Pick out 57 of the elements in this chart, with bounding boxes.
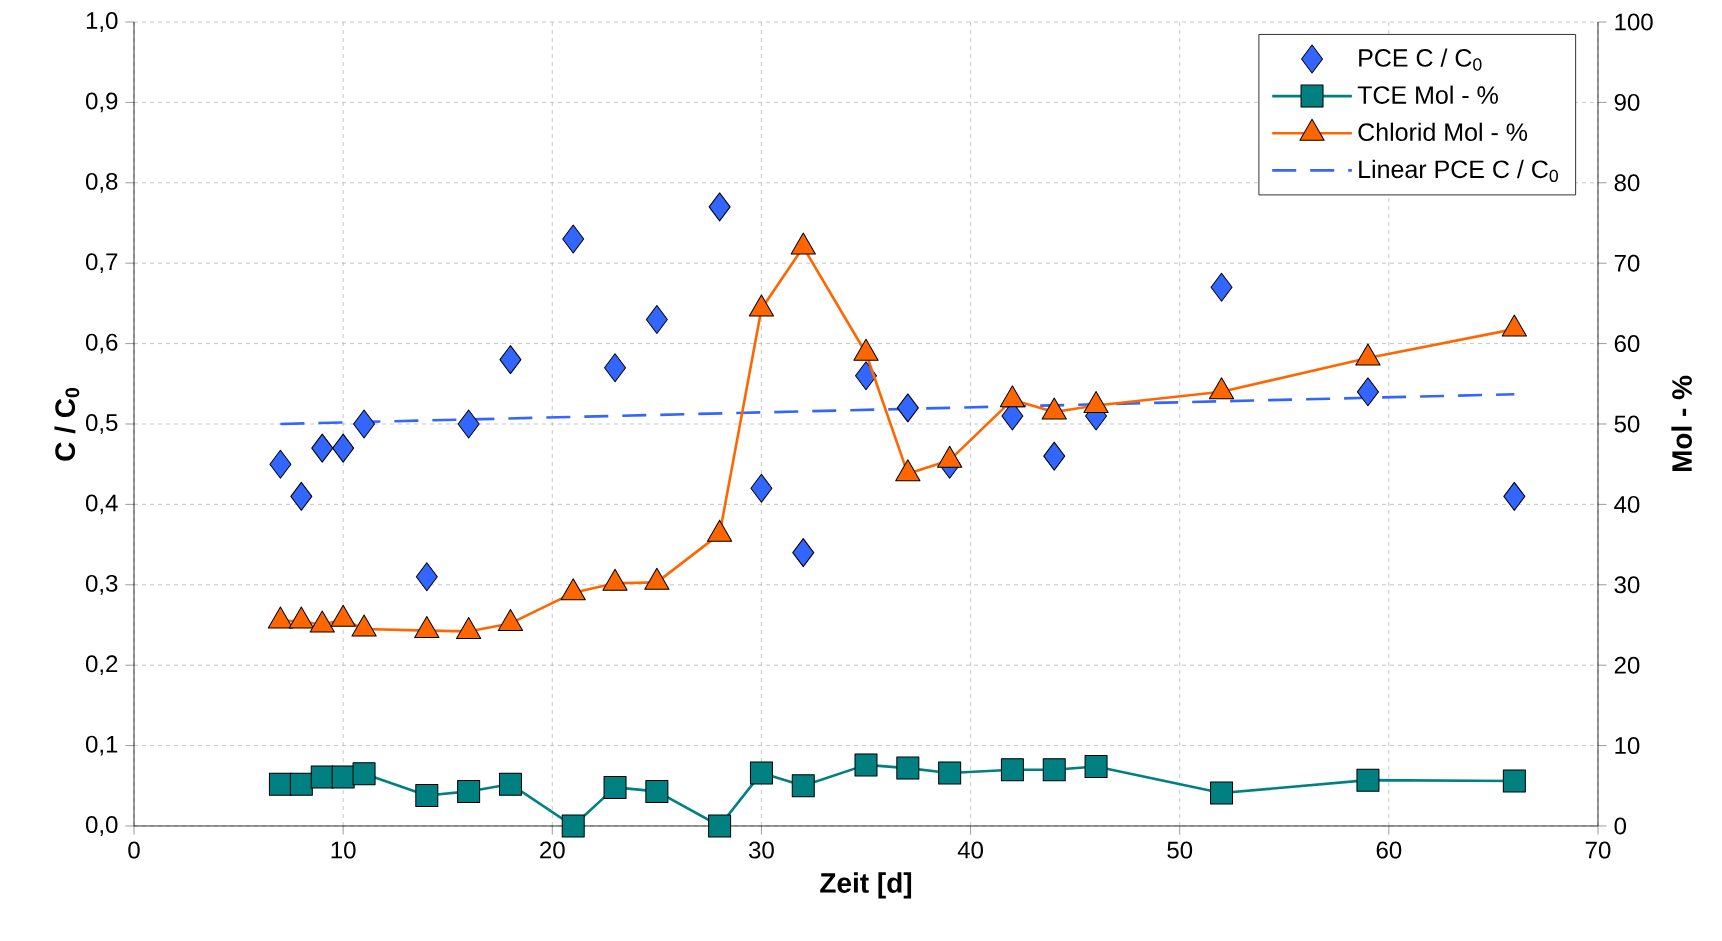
y2-tick-label: 70 [1614, 254, 1640, 272]
y2-tick-label: 100 [1615, 13, 1653, 31]
y2-tick-label: 10 [1615, 737, 1640, 755]
x-tick-label: 30 [749, 841, 774, 859]
x-tick-label: 0 [128, 841, 140, 859]
y2-tick-label: 90 [1614, 93, 1640, 111]
point [562, 224, 585, 254]
point [645, 304, 668, 334]
point [708, 192, 731, 222]
y-tick-label: 0,5 [85, 414, 118, 434]
point [604, 353, 627, 383]
x-tick-label: 40 [957, 841, 983, 859]
x-tick-label: 50 [1167, 841, 1193, 859]
y-tick-label: 0,8 [85, 172, 118, 193]
y-tick-label: 0,6 [85, 333, 118, 354]
legend-label: TCE Mol - % [1357, 85, 1498, 104]
point [1043, 441, 1066, 471]
point [896, 393, 919, 423]
y-tick-label: 0,9 [85, 92, 118, 113]
point [1503, 481, 1526, 511]
y-tick-label: 0,2 [85, 655, 118, 676]
y2-tick-label: 0 [1614, 817, 1627, 835]
x-tick-label: 70 [1585, 841, 1611, 859]
point [353, 409, 376, 439]
point [499, 345, 522, 375]
legend-label: Chlorid Mol - % [1358, 122, 1528, 142]
y-tick-label: 0,1 [85, 735, 118, 756]
y-tick-label: 0,4 [85, 494, 118, 515]
y-tick-label: 0,7 [85, 253, 118, 274]
point [1356, 377, 1379, 407]
point [750, 473, 773, 503]
point [311, 433, 334, 463]
y-tick-label: 0,3 [85, 574, 118, 595]
point [457, 409, 480, 439]
y2-tick-label: 20 [1614, 656, 1640, 674]
y-tick-label: 0,0 [85, 816, 118, 836]
legend-label: Linear PCE C / C$_{0}$ [1359, 159, 1558, 183]
legend-label: PCE C / C$_{0}$ [1359, 48, 1482, 71]
point [415, 562, 438, 592]
y-tick-label: 1,0 [86, 12, 118, 32]
y2-tick-label: 50 [1614, 415, 1640, 433]
y2-tick-label: 60 [1614, 335, 1640, 353]
y2-tick-label: 30 [1614, 576, 1640, 594]
y2-tick-label: 80 [1614, 174, 1640, 192]
y2-tick-label: 40 [1614, 495, 1640, 513]
point [332, 433, 355, 463]
point [792, 538, 815, 568]
y-axis-title: C / C$_{0}$ [54, 387, 80, 461]
point [855, 361, 877, 391]
x-tick-label: 60 [1376, 841, 1402, 859]
point [1210, 272, 1233, 302]
y2-axis-title: Mol - % [1671, 375, 1692, 472]
x-axis-title: Zeit [d] [820, 872, 912, 899]
x-tick-label: 20 [540, 841, 565, 859]
point [290, 481, 313, 511]
x-tick-label: 10 [331, 841, 356, 859]
point [269, 449, 292, 479]
